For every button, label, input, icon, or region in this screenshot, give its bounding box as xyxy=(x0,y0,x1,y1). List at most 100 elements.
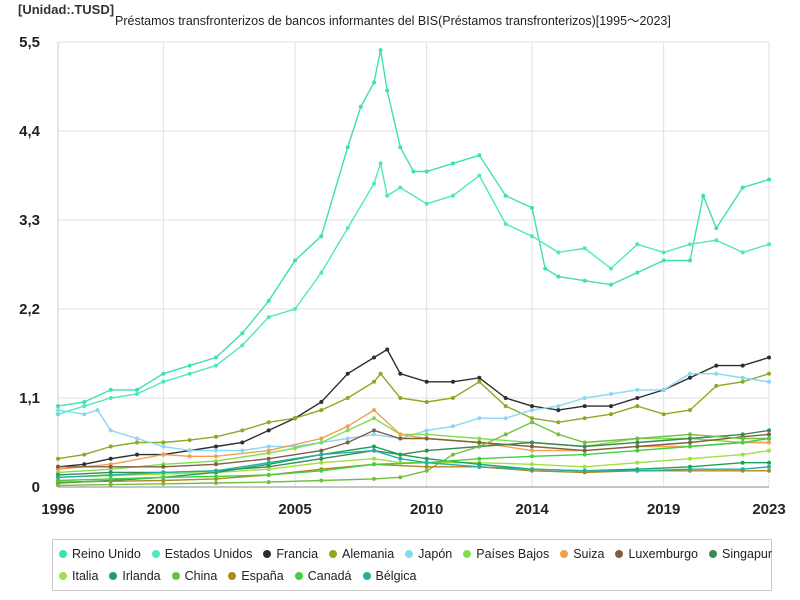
legend-item[interactable]: Estados Unidos xyxy=(151,547,252,561)
data-point-luxemburgo xyxy=(398,436,403,441)
data-point-alemania xyxy=(240,428,245,433)
data-point-francia xyxy=(214,444,218,449)
data-point-japon xyxy=(477,416,482,421)
data-point-singapur xyxy=(635,440,640,445)
data-point-italia xyxy=(530,462,534,467)
data-point-japon xyxy=(95,408,100,413)
data-point-suiza xyxy=(161,452,166,457)
data-point-francia xyxy=(582,404,587,409)
legend-item[interactable]: Canadá xyxy=(294,569,352,583)
data-point-francia xyxy=(556,408,561,413)
data-point-italia xyxy=(740,452,745,457)
data-point-italia xyxy=(767,448,771,453)
data-point-belgica xyxy=(477,464,482,469)
x-tick-label: 2000 xyxy=(147,501,180,518)
data-point-reino-unido xyxy=(714,226,719,231)
legend-item[interactable]: Luxemburgo xyxy=(615,547,698,561)
legend-item[interactable]: Bélgica xyxy=(362,569,417,583)
data-point-alemania xyxy=(56,456,60,461)
data-point-estados-unidos xyxy=(609,266,613,271)
data-point-luxemburgo xyxy=(635,444,640,449)
data-point-estados-unidos xyxy=(108,396,113,400)
data-point-alemania xyxy=(345,396,350,400)
data-point-singapur xyxy=(582,444,587,449)
data-point-suiza xyxy=(372,408,376,413)
data-point-espana xyxy=(424,464,429,469)
data-point-reino-unido xyxy=(661,258,666,263)
legend-item[interactable]: Irlanda xyxy=(109,569,161,583)
data-point-irlanda xyxy=(740,460,745,465)
data-point-francia xyxy=(135,452,139,457)
data-point-reino-unido xyxy=(214,355,218,360)
legend-item[interactable]: Italia xyxy=(59,569,98,583)
data-point-singapur xyxy=(688,436,692,441)
data-point-luxemburgo xyxy=(530,444,534,449)
data-point-francia xyxy=(424,379,429,384)
data-point-italia xyxy=(582,464,587,469)
legend-label: Luxemburgo xyxy=(628,547,698,561)
y-tick-label: 5,5 xyxy=(19,34,40,51)
data-point-reino-unido xyxy=(398,145,403,150)
data-point-alemania xyxy=(319,408,324,413)
data-point-belgica xyxy=(266,460,271,465)
legend-row-2: Italia Irlanda China España Canadá Bélgica xyxy=(59,565,765,587)
data-point-china xyxy=(477,444,482,449)
legend-label: Canadá xyxy=(307,569,352,583)
legend-item[interactable]: España xyxy=(228,569,284,583)
data-point-luxemburgo xyxy=(582,448,587,453)
x-tick-label: 2005 xyxy=(278,501,311,518)
data-point-reino-unido xyxy=(530,205,534,210)
data-point-singapur xyxy=(424,448,429,453)
data-point-paises-bajos xyxy=(345,428,350,433)
data-point-canada xyxy=(214,474,218,479)
data-point-irlanda xyxy=(398,452,403,457)
data-point-francia xyxy=(477,375,482,380)
data-point-estados-unidos xyxy=(635,242,640,247)
legend-label: Japón xyxy=(418,547,453,561)
line-chart: 0 1,1 2,2 3,3 4,4 5,5 1996 2000 2005 2010 2014 2019… xyxy=(19,34,786,518)
legend-item[interactable]: Suiza xyxy=(560,547,604,561)
data-point-alemania xyxy=(135,440,139,445)
data-point-italia xyxy=(319,460,324,465)
data-point-reino-unido xyxy=(609,282,613,287)
data-point-alemania xyxy=(661,412,666,417)
data-point-reino-unido xyxy=(135,387,139,392)
data-point-francia xyxy=(108,456,113,461)
data-point-estados-unidos xyxy=(82,404,87,409)
legend-marker-icon xyxy=(708,550,717,558)
legend-item[interactable]: Países Bajos xyxy=(463,547,549,561)
data-point-reino-unido xyxy=(477,153,482,158)
data-point-alemania xyxy=(378,371,383,376)
x-tick-label: 2023 xyxy=(752,501,785,518)
data-point-japon xyxy=(688,371,692,376)
legend: Reino Unido Estados Unidos Francia Alemania… xyxy=(52,539,772,591)
legend-marker-icon xyxy=(560,550,569,558)
data-point-estados-unidos xyxy=(714,238,719,243)
data-point-canada xyxy=(477,456,482,461)
legend-item[interactable]: Alemania xyxy=(329,547,394,561)
data-point-china xyxy=(372,476,376,481)
data-point-belgica xyxy=(372,448,376,453)
legend-item[interactable]: Reino Unido xyxy=(59,547,141,561)
data-point-italia xyxy=(266,467,271,472)
data-point-francia xyxy=(240,440,245,445)
data-point-francia xyxy=(767,355,771,360)
data-point-suiza xyxy=(187,454,192,459)
data-point-estados-unidos xyxy=(266,315,271,320)
legend-item[interactable]: Japón xyxy=(405,547,452,561)
data-point-alemania xyxy=(767,371,771,376)
data-point-belgica xyxy=(398,456,403,461)
data-point-china xyxy=(319,478,324,483)
data-point-reino-unido xyxy=(635,270,640,275)
legend-marker-icon xyxy=(362,572,371,580)
legend-item[interactable]: Francia xyxy=(263,547,318,561)
data-point-luxemburgo xyxy=(767,432,771,437)
data-point-china xyxy=(740,436,745,441)
data-point-estados-unidos xyxy=(56,412,60,417)
legend-item[interactable]: Singapur xyxy=(708,547,772,561)
data-point-reino-unido xyxy=(358,104,363,109)
data-point-canada xyxy=(56,478,60,483)
legend-item[interactable]: China xyxy=(171,569,217,583)
legend-marker-icon xyxy=(294,572,303,580)
data-point-canada xyxy=(266,472,271,477)
